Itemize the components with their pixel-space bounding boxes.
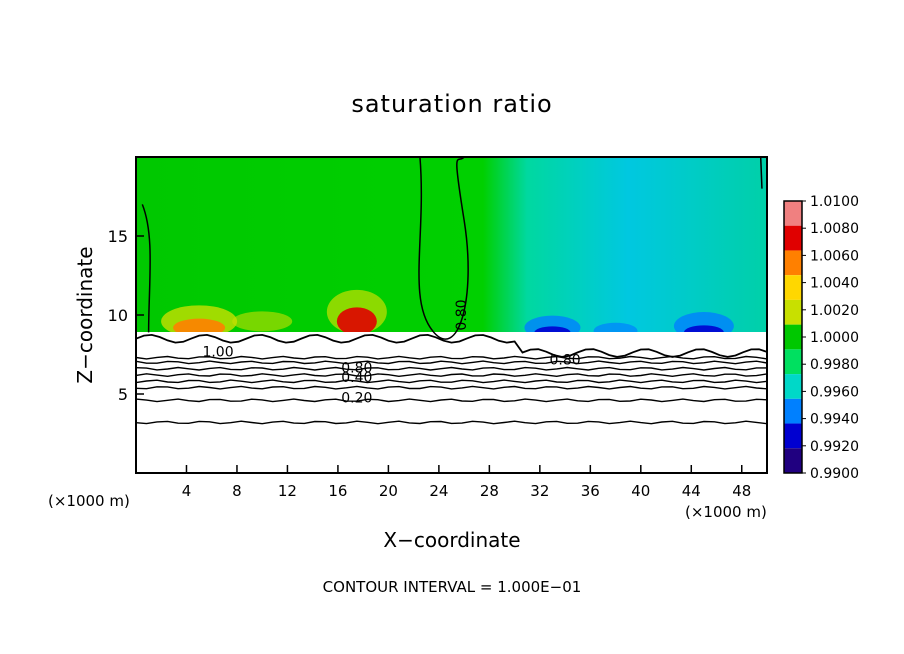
colorbar-swatch (784, 349, 802, 375)
field-anomaly (232, 311, 293, 332)
contour-label: 1.00 (202, 345, 233, 361)
colorbar-label: 0.9940 (810, 412, 859, 428)
colorbar-swatch (784, 250, 802, 276)
x-tick-label: 48 (732, 482, 751, 500)
colorbar-label: 1.0100 (810, 194, 859, 210)
x-tick-label: 4 (182, 482, 192, 500)
x-tick-label: 12 (278, 482, 297, 500)
y-axis-ticks: 5 10 15 (108, 227, 144, 404)
contour-label: 0.80 (341, 360, 372, 376)
colorbar-label: 1.0060 (810, 248, 859, 264)
contour-label: 0.40 (341, 370, 372, 386)
x-unit-right: (×1000 m) (685, 503, 767, 521)
cloud-layer (136, 332, 767, 473)
x-axis-label: X−coordinate (383, 528, 520, 552)
colorbar-label: 0.9900 (810, 466, 859, 482)
x-tick-label: 44 (682, 482, 701, 500)
colorbar-label: 0.9920 (810, 439, 859, 455)
contour-label-group: 1.000.800.400.200.800.80 (202, 299, 580, 406)
field-anomaly (336, 307, 377, 336)
colorbar-label: 1.0000 (810, 330, 859, 346)
colorbar-swatch (784, 275, 802, 300)
contour-line (136, 373, 767, 378)
colorbar-label: 1.0020 (810, 303, 859, 319)
cloud-edge-contour (136, 333, 767, 358)
x-tick-label: 28 (480, 482, 499, 500)
contour-line (136, 360, 767, 365)
x-axis-ticks: 4 8 12 16 20 24 28 32 36 40 44 48 (182, 465, 751, 500)
plot-area (136, 157, 767, 473)
x-tick-label: 16 (328, 482, 347, 500)
x-tick-label: 24 (429, 482, 448, 500)
contour-label: 0.20 (341, 390, 372, 406)
field-upper (136, 157, 767, 332)
contour-interval-note: CONTOUR INTERVAL = 1.000E−01 (323, 578, 582, 596)
contour-line (136, 398, 767, 403)
y-tick-label: 15 (108, 227, 128, 246)
colorbar-label: 1.0080 (810, 221, 859, 237)
x-tick-label: 20 (379, 482, 398, 500)
y-axis-label: Z−coordinate (73, 246, 97, 383)
x-tick-label: 36 (581, 482, 600, 500)
contour-label: 0.80 (549, 352, 580, 368)
y-tick-label: 5 (118, 385, 128, 404)
colorbar-swatch (784, 201, 802, 226)
colorbar-swatch (784, 299, 802, 325)
contour-label: 0.80 (454, 299, 470, 330)
x-unit-left: (×1000 m) (48, 492, 130, 510)
contour-loop (418, 157, 469, 340)
colorbar: 1.0100 1.0080 1.0060 1.0040 1.0020 1.0000 0.99… (783, 194, 859, 482)
colorbar-swatch (784, 374, 802, 399)
contour-line (136, 366, 767, 371)
colorbar-swatch (784, 448, 802, 473)
colorbar-label: 0.9960 (810, 384, 859, 400)
chart-title: saturation ratio (351, 90, 552, 118)
contour-lines (136, 157, 767, 425)
contour-loop (759, 157, 763, 189)
colorbar-swatch (784, 225, 802, 251)
x-tick-label: 8 (232, 482, 242, 500)
colorbar-label: 0.9980 (810, 357, 859, 373)
contour-line (136, 379, 767, 384)
colorbar-label: 1.0040 (810, 276, 859, 292)
colorbar-swatch (784, 423, 802, 449)
contour-line (136, 385, 767, 390)
colorbar-swatch (784, 398, 802, 424)
contour-loop (141, 204, 151, 333)
x-tick-label: 40 (631, 482, 650, 500)
contour-line (136, 355, 767, 360)
contour-line (136, 420, 767, 425)
y-tick-label: 10 (108, 306, 128, 325)
colorbar-swatch (784, 324, 802, 350)
x-tick-label: 32 (530, 482, 549, 500)
